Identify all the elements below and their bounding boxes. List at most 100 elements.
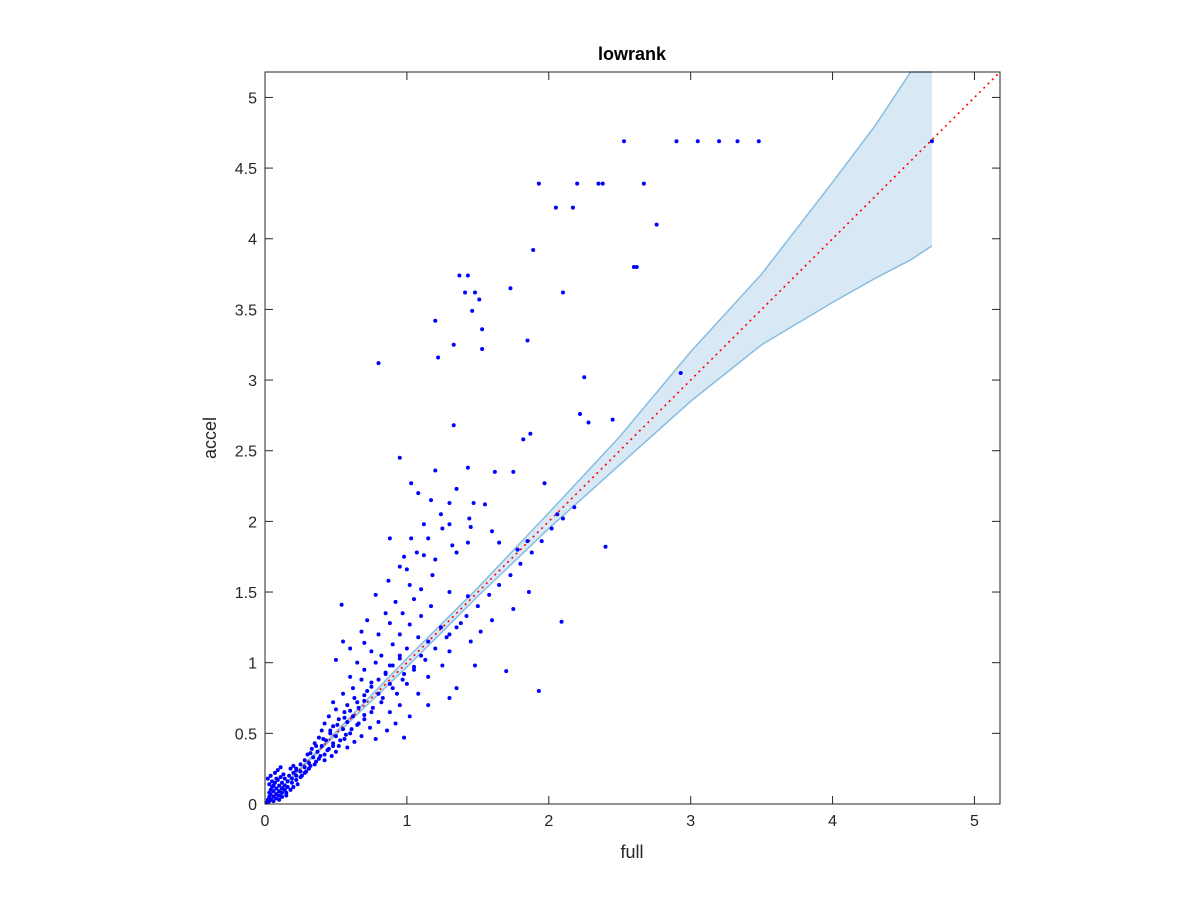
data-point [341, 639, 346, 644]
data-point [411, 664, 416, 669]
data-point [373, 592, 378, 597]
data-point [343, 732, 348, 737]
data-point [482, 502, 487, 507]
data-point [539, 539, 544, 544]
data-point [756, 139, 761, 144]
data-point [447, 696, 452, 701]
data-point [447, 590, 452, 595]
data-point [473, 290, 477, 295]
data-point [356, 721, 361, 726]
data-point [362, 693, 367, 698]
data-point [463, 290, 468, 295]
data-point [402, 554, 407, 559]
data-point [400, 611, 405, 616]
data-point [348, 646, 353, 651]
data-point [350, 686, 355, 691]
data-point [586, 420, 591, 425]
data-point [277, 783, 282, 788]
y-tick-label: 0.5 [235, 726, 257, 743]
data-point [525, 539, 530, 544]
data-point [570, 205, 575, 210]
data-point [319, 744, 324, 749]
data-point [265, 776, 270, 781]
data-point [345, 703, 350, 708]
band-lower-edge [264, 245, 933, 805]
data-point [373, 660, 378, 665]
data-point [362, 717, 367, 722]
data-point [402, 735, 407, 740]
x-tick-label: 2 [544, 813, 553, 830]
data-point [465, 273, 470, 278]
data-point [464, 614, 469, 619]
data-point [356, 705, 361, 710]
data-point [319, 728, 324, 733]
data-point [333, 657, 338, 662]
data-point [575, 181, 580, 186]
data-point [421, 553, 426, 558]
data-point [270, 779, 275, 784]
data-point [308, 751, 313, 756]
data-point [271, 799, 276, 804]
data-point [359, 677, 364, 682]
data-point [426, 639, 431, 644]
data-point [438, 625, 443, 630]
identity-reference-line [264, 71, 1001, 805]
data-point [291, 785, 296, 790]
y-tick-label: 5 [248, 90, 257, 107]
data-point [521, 437, 526, 442]
data-point [390, 663, 395, 668]
data-point [376, 691, 381, 696]
y-tick-label: 3 [248, 373, 257, 390]
data-point [267, 790, 272, 795]
data-point [336, 717, 341, 722]
y-tick-label: 1.5 [235, 585, 257, 602]
data-point [735, 139, 740, 144]
data-point [362, 667, 367, 672]
data-point [560, 290, 565, 295]
data-point [278, 775, 283, 780]
data-point [397, 455, 402, 460]
data-point [326, 714, 331, 719]
data-point [387, 621, 392, 626]
data-point [419, 614, 424, 619]
data-point [365, 618, 370, 623]
data-point [404, 681, 409, 686]
data-point [294, 773, 299, 778]
data-point [393, 599, 398, 604]
data-point [348, 731, 353, 736]
data-point [362, 640, 367, 645]
data-point [390, 642, 395, 647]
data-point [426, 536, 431, 541]
data-point [634, 265, 639, 270]
data-point [342, 736, 347, 741]
data-point [404, 646, 409, 651]
data-point [394, 691, 399, 696]
data-point [528, 431, 533, 436]
data-point [295, 782, 300, 787]
reference-line-layer [264, 71, 1001, 805]
data-point [387, 663, 392, 668]
data-point [451, 342, 456, 347]
data-point [376, 677, 381, 682]
data-point [370, 705, 375, 710]
data-point [274, 786, 279, 791]
data-point [411, 597, 416, 602]
data-point [362, 698, 367, 703]
data-point [291, 770, 296, 775]
data-point [447, 522, 452, 527]
data-point [302, 765, 307, 770]
data-point [333, 749, 338, 754]
data-point [447, 501, 452, 506]
data-point [272, 770, 277, 775]
data-point [294, 777, 299, 782]
data-point [331, 700, 336, 705]
data-point [411, 667, 416, 672]
data-point [454, 550, 459, 555]
data-point [335, 722, 340, 727]
data-point [342, 710, 347, 715]
data-point [559, 619, 564, 624]
data-point [280, 780, 285, 785]
data-point [529, 550, 534, 555]
data-point [596, 181, 601, 186]
axes-box [264, 71, 1001, 805]
